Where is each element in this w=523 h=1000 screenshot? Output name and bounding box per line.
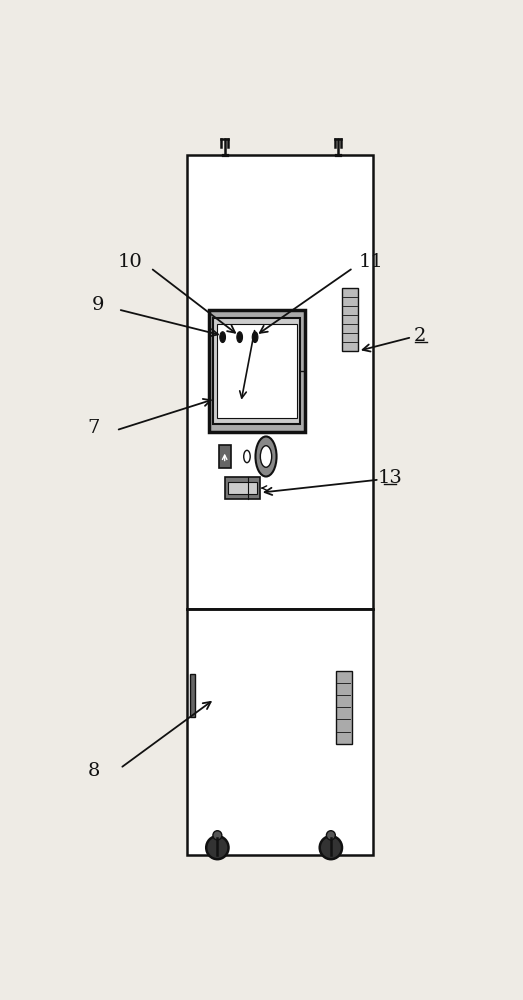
Circle shape [252,332,258,343]
Bar [228,482,257,494]
Circle shape [244,450,250,463]
Bar [213,318,300,424]
Bar [225,477,260,499]
Text: 8: 8 [87,762,100,780]
Ellipse shape [320,836,342,859]
Bar [217,324,297,418]
Circle shape [260,446,271,467]
Text: 9: 9 [92,296,104,314]
Text: 10: 10 [118,253,143,271]
Bar [336,671,351,744]
Text: 13: 13 [377,469,402,487]
Circle shape [237,332,243,343]
Ellipse shape [206,836,229,859]
Bar [187,609,373,855]
Bar [209,310,304,432]
Circle shape [255,436,277,477]
Ellipse shape [213,831,222,840]
Bar [219,445,231,468]
Bar [190,674,196,717]
Text: 7: 7 [87,419,100,437]
Text: 11: 11 [359,253,384,271]
Bar [187,155,373,609]
Bar [342,288,358,351]
Ellipse shape [326,831,335,840]
Circle shape [220,332,225,343]
Text: 2: 2 [414,327,426,345]
